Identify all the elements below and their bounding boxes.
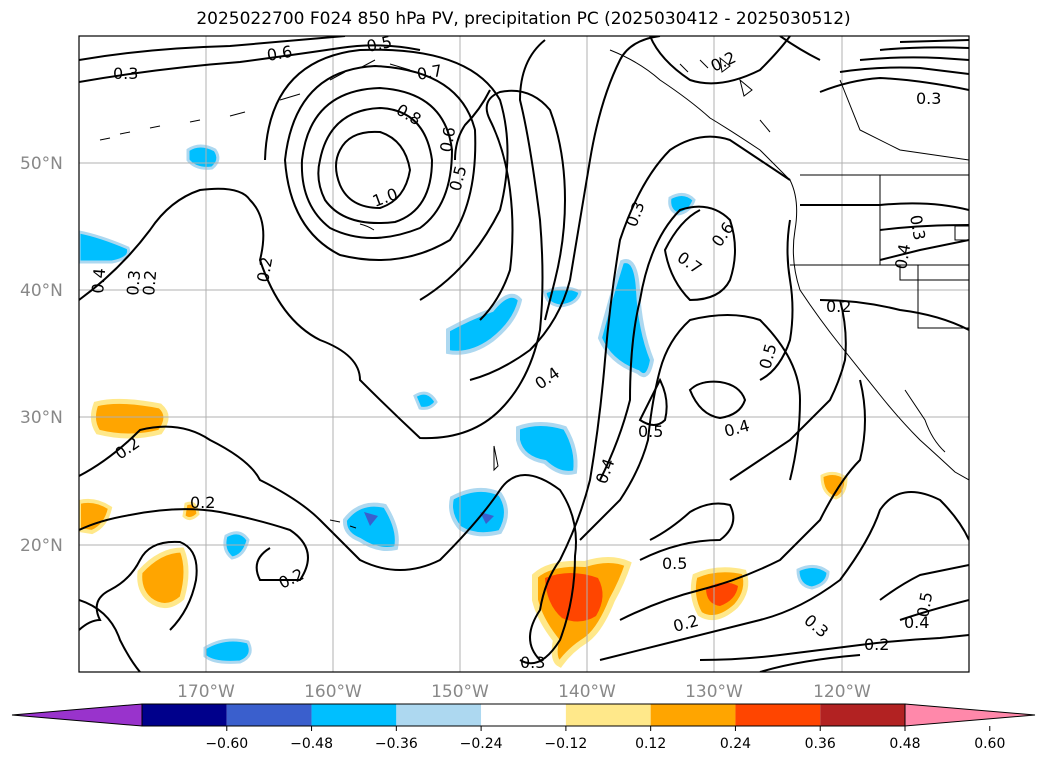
lat-tick-label: 50°N	[20, 154, 63, 174]
precip-patch	[203, 638, 252, 664]
lon-tick-label: 120°W	[813, 682, 871, 702]
precip-patch	[182, 501, 200, 521]
coastlines	[99, 49, 969, 529]
colorbar-tick-label: −0.48	[290, 736, 333, 752]
lon-tick-label: 160°W	[304, 682, 362, 702]
lon-tick-label: 170°W	[177, 682, 235, 702]
precip-patch	[820, 471, 848, 500]
contour-label: 0.2	[826, 297, 851, 316]
pv-contours	[79, 36, 969, 672]
colorbar-segment	[396, 704, 482, 726]
contour-label: 0.3	[520, 653, 545, 672]
precip-patch	[597, 259, 655, 377]
precip-patch	[446, 293, 523, 355]
lat-tick-label: 20°N	[20, 536, 63, 556]
colorbar-tick-label: 0.48	[889, 736, 920, 752]
contour-label: 0.4	[904, 613, 929, 632]
contour-label: 0.2	[253, 255, 276, 283]
contour-label: 0.4	[88, 267, 109, 294]
lon-tick-label: 140°W	[558, 682, 616, 702]
colorbar-segment	[820, 704, 905, 726]
contour-label: 0.3	[906, 213, 929, 241]
map-frame	[78, 35, 970, 673]
contour-label: 0.3	[916, 89, 941, 108]
contour-label: 0.3	[113, 64, 138, 83]
map-title: 2025022700 F024 850 hPa PV, precipitatio…	[196, 9, 851, 29]
colorbar-segment	[311, 704, 397, 726]
precip-patch	[796, 565, 830, 590]
lon-tick-label: 130°W	[685, 682, 743, 702]
lat-tick-label: 30°N	[20, 408, 63, 428]
contour-label: 0.4	[891, 242, 914, 270]
graticule	[79, 36, 969, 672]
colorbar-segment	[650, 704, 736, 726]
precip-patch	[364, 512, 378, 526]
lon-tick-label: 150°W	[431, 682, 489, 702]
colorbar-tick-label: 0.60	[974, 736, 1005, 752]
contour-label: 0.5	[662, 554, 687, 573]
contour-labels: 0.3 0.6 0.5 0.7 0.8 0.6 0.5 1.0 0.2 0.4 …	[88, 32, 941, 672]
precip-patch	[342, 502, 399, 551]
precip-patch	[137, 547, 189, 608]
contour-label: 0.5	[365, 32, 394, 56]
precip-patch	[186, 144, 220, 170]
colorbar-tick-label: −0.12	[544, 736, 587, 752]
colorbar: −0.60 −0.48 −0.36 −0.24 −0.12 0.12 0.24 0.36 0.4…	[11, 703, 1036, 752]
lat-tick-label: 40°N	[20, 281, 63, 301]
precip-patch	[668, 193, 696, 216]
precip-patch	[79, 230, 131, 264]
contour-label: 0.2	[139, 269, 160, 296]
contour-label: 0.3	[123, 269, 144, 296]
precip-patch	[90, 398, 169, 439]
contour-label: 0.5	[913, 590, 936, 618]
colorbar-tick-label: 0.12	[635, 736, 666, 752]
precip-patch	[545, 573, 603, 622]
colorbar-segment	[481, 704, 566, 726]
precip-patch	[516, 422, 578, 475]
colorbar-frame	[141, 703, 906, 727]
colorbar-tick-label: 0.24	[720, 736, 751, 752]
colorbar-tick-label: −0.60	[205, 736, 248, 752]
colorbar-extend-low	[11, 703, 143, 727]
contour-label: 0.6	[265, 42, 293, 65]
precip-patch	[413, 391, 438, 410]
contour-label: 0.2	[864, 635, 889, 654]
contour-label: 0.2	[190, 493, 215, 512]
precip-patch	[449, 487, 508, 537]
colorbar-segment	[565, 704, 651, 726]
colorbar-segment	[142, 704, 227, 726]
contour-label: 0.5	[638, 422, 663, 441]
precip-patch	[480, 512, 494, 524]
contour-label: 0.7	[415, 61, 443, 84]
contour-label: 0.6	[436, 125, 459, 153]
colorbar-tick-label: −0.36	[375, 736, 418, 752]
colorbar-tick-label: −0.24	[460, 736, 503, 752]
precip-patch	[79, 498, 113, 535]
colorbar-extend-high	[904, 703, 1036, 727]
lat-ticks: 50°N 40°N 30°N 20°N	[20, 154, 63, 556]
colorbar-segment	[735, 704, 821, 726]
lon-ticks: 170°W 160°W 150°W 140°W 130°W 120°W	[177, 682, 871, 702]
colorbar-segment	[226, 704, 312, 726]
colorbar-tick-label: 0.36	[805, 736, 836, 752]
